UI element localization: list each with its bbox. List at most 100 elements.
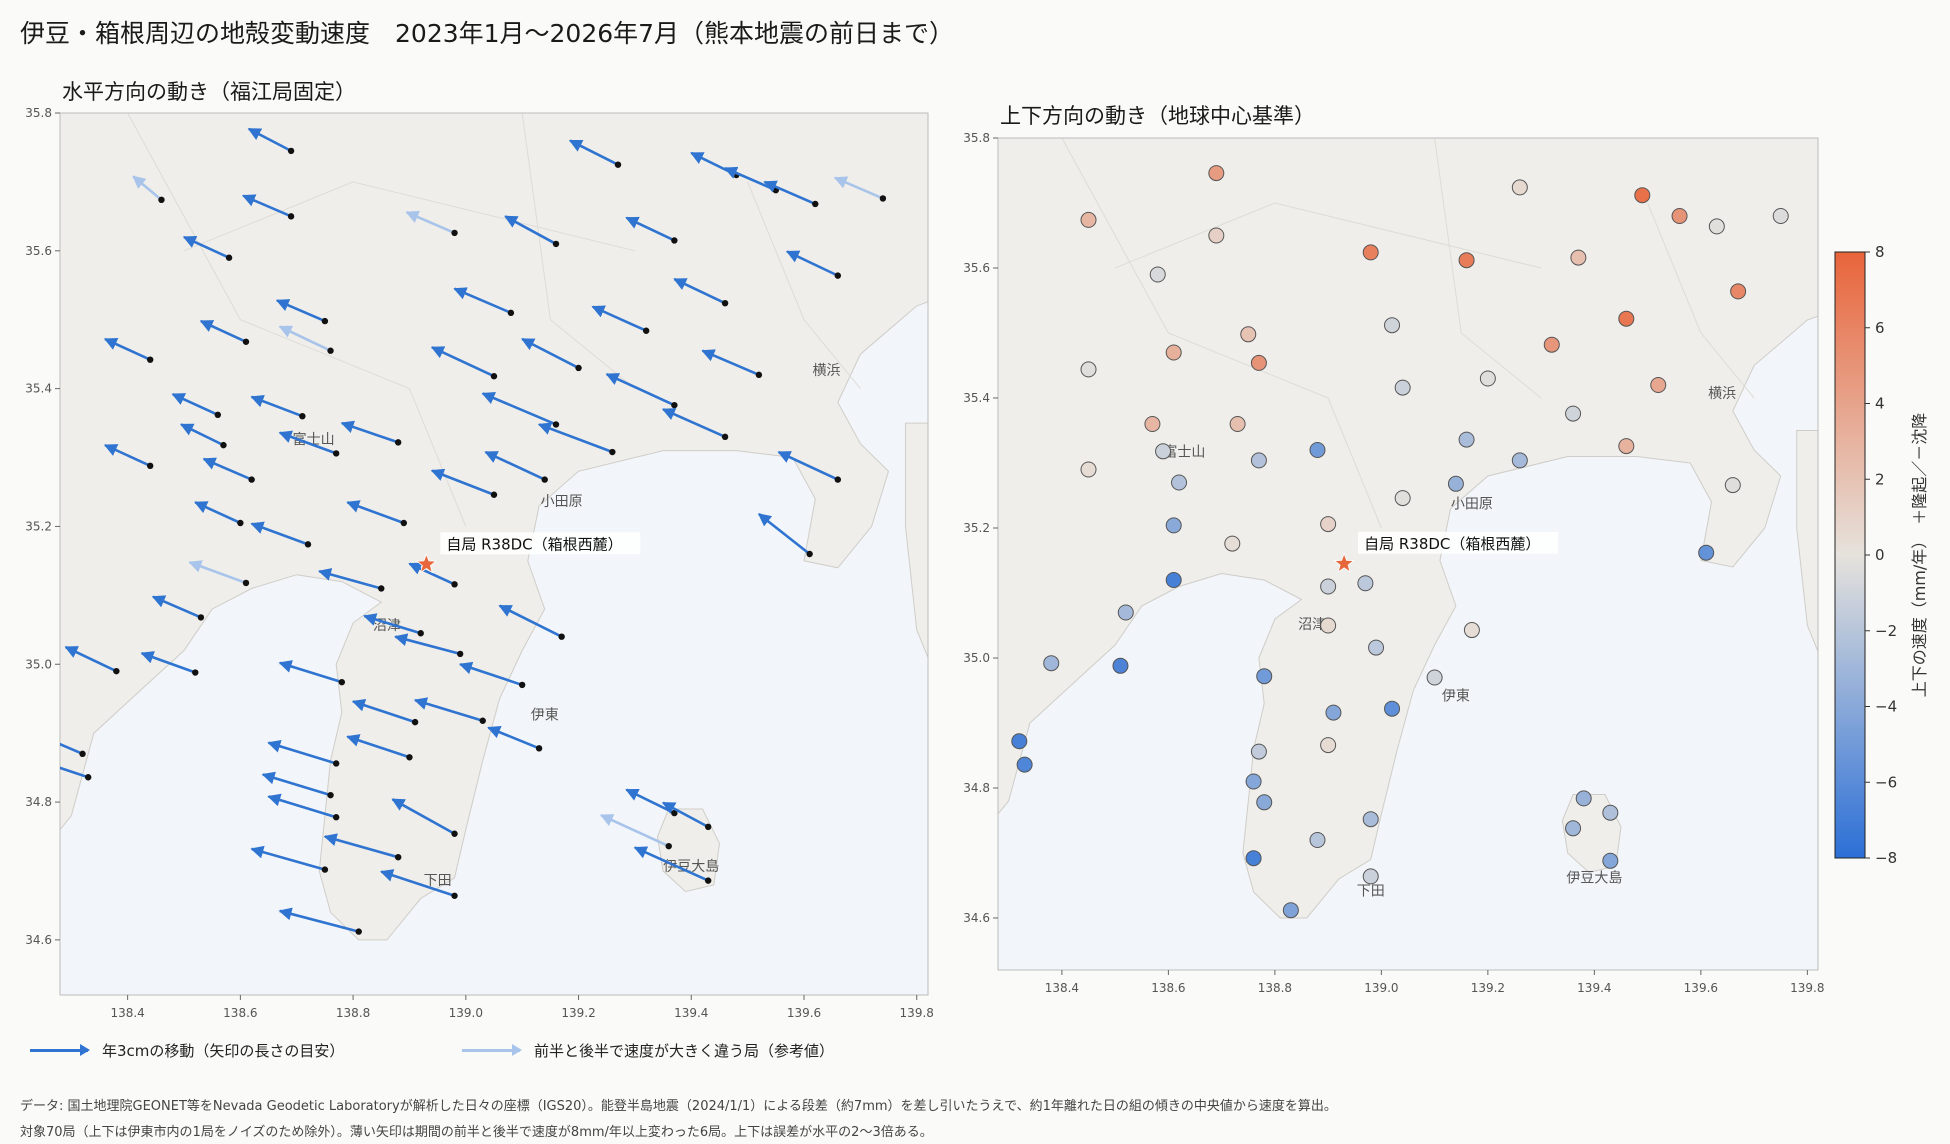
place-label: 横浜 [1708, 386, 1736, 402]
vertical-velocity-point [1320, 516, 1337, 533]
vertical-velocity-point [1565, 405, 1582, 422]
velocity-arrow [182, 235, 230, 259]
station-dot [237, 519, 244, 527]
station-dot [451, 830, 458, 837]
vertical-velocity-point [1511, 452, 1528, 469]
vertical-velocity-point [1208, 227, 1225, 244]
station-dot [220, 441, 227, 449]
y-tick-label: 34.6 [25, 933, 52, 947]
velocity-arrow [568, 139, 619, 166]
mainland-shape [60, 113, 928, 941]
vertical-velocity-point [1016, 756, 1033, 773]
vertical-velocity-point [1171, 474, 1188, 491]
station-dot [507, 309, 515, 317]
map-panel-vertical: 138.4 138.6 138.8 139.0 139.2 139.4 139.6 139.8… [963, 131, 1824, 995]
station-dot [355, 928, 362, 935]
velocity-arrow [194, 501, 241, 525]
vertical-velocity-point [1463, 622, 1480, 639]
colorbar-tick-label: 8 [1875, 243, 1885, 261]
velocity-arrow [247, 127, 292, 153]
x-tick-label: 139.8 [900, 1006, 934, 1020]
x-tick-label: 139.8 [1790, 981, 1824, 995]
reference-station-label: 自局 R38DC（箱根西麓） [446, 535, 622, 553]
vertical-velocity-point [1155, 443, 1172, 460]
x-tick-label: 138.8 [336, 1006, 370, 1020]
y-tick-label: 35.8 [25, 106, 52, 120]
velocity-arrow [171, 392, 219, 416]
x-tick-label: 139.4 [1577, 981, 1611, 995]
station-dot [671, 237, 678, 244]
reference-station-star-icon [1333, 552, 1355, 573]
vertical-velocity-point [1320, 578, 1337, 595]
vertical-velocity-point [1479, 370, 1496, 387]
x-tick-label: 138.6 [223, 1006, 257, 1020]
x-tick-label: 138.8 [1258, 981, 1292, 995]
vertical-velocity-point [1149, 266, 1166, 283]
velocity-arrow [278, 907, 360, 933]
station-dot [490, 373, 498, 380]
velocity-arrow [625, 216, 675, 242]
velocity-arrow [661, 408, 726, 439]
vertical-velocity-point [1309, 832, 1326, 848]
velocity-arrow [275, 299, 326, 323]
velocity-arrow [430, 468, 495, 496]
place-label: 横浜 [813, 363, 841, 379]
vertical-point-layer [1011, 165, 1789, 919]
velocity-arrow [633, 846, 709, 882]
velocity-arrow [60, 766, 89, 779]
vertical-velocity-point [1730, 283, 1747, 300]
velocity-arrow [278, 660, 343, 684]
station-dot [721, 299, 729, 307]
station-dot [394, 439, 402, 446]
velocity-arrow [380, 869, 455, 898]
place-label: 小田原 [541, 494, 583, 510]
vertical-velocity-point [1357, 575, 1374, 592]
station-dot [479, 717, 486, 724]
velocity-arrow [64, 645, 117, 673]
main-title: 伊豆・箱根周辺の地殻変動速度 2023年1月～2026年7月（熊本地震の前日まで… [20, 19, 955, 48]
velocity-arrow [484, 450, 546, 481]
velocity-arrow [430, 346, 495, 378]
velocity-arrow [267, 740, 337, 765]
velocity-arrow [250, 845, 326, 871]
land-layer [60, 113, 928, 941]
vertical-velocity-point [1245, 850, 1262, 867]
station-dot [558, 633, 565, 640]
station-dot [411, 718, 419, 726]
vertical-velocity-point [1724, 477, 1741, 494]
vertical-velocity-point [1511, 179, 1528, 196]
station-dot [834, 476, 842, 483]
place-label: 伊東 [1442, 688, 1470, 704]
colorbar-tick-label: −4 [1875, 698, 1897, 716]
y-tick-label: 35.2 [963, 521, 990, 535]
station-dot [299, 412, 306, 420]
station-dot [456, 650, 464, 658]
y-tick-label: 35.8 [963, 131, 990, 145]
station-dot [327, 791, 334, 799]
velocity-arrow [481, 392, 557, 426]
x-tick-label: 139.4 [674, 1006, 708, 1020]
x-tick-label: 139.2 [1471, 981, 1505, 995]
y-tick-label: 35.0 [25, 657, 52, 671]
velocity-arrow [188, 560, 247, 585]
place-label: 富士山 [293, 431, 335, 448]
station-dot [552, 240, 560, 248]
station-dot [146, 462, 154, 469]
vertical-velocity-point [1250, 743, 1267, 760]
station-dot [400, 519, 408, 527]
place-label: 伊東 [531, 707, 559, 723]
velocity-arrow [351, 698, 416, 724]
place-label: 下田 [424, 873, 452, 889]
colorbar-tick-label: 6 [1875, 319, 1885, 337]
legend-solid-label: 年3cmの移動（矢印の長さの目安） [102, 1042, 345, 1060]
station-dot [704, 877, 712, 884]
legend-solid: 年3cmの移動（矢印の長さの目安） [30, 1040, 344, 1061]
station-dot [665, 842, 672, 850]
colorbar-tick-label: 0 [1875, 546, 1885, 564]
station-dot [242, 579, 250, 587]
velocity-arrow [318, 568, 382, 590]
station-dot [378, 585, 385, 592]
x-tick-label: 139.0 [449, 1006, 483, 1020]
y-tick-label: 35.6 [963, 261, 990, 275]
vertical-velocity-point [1112, 657, 1129, 674]
